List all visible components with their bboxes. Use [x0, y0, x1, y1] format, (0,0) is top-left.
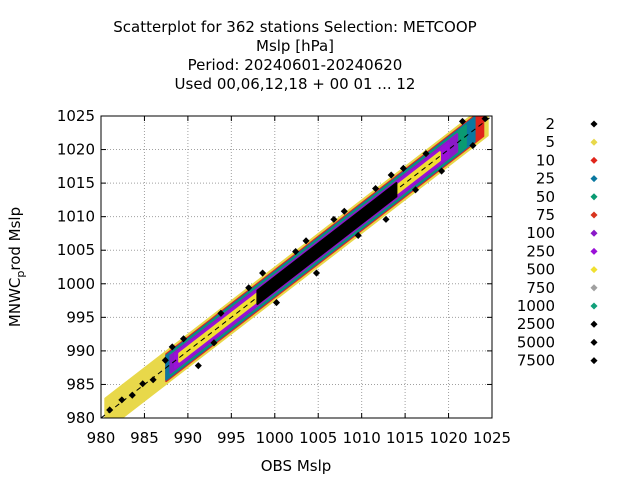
legend-marker	[590, 266, 598, 274]
data-point	[149, 376, 157, 384]
y-axis-label-rest: rod Mslp	[6, 207, 24, 271]
legend-label: 2	[545, 115, 555, 133]
data-point	[128, 391, 136, 399]
legend-marker	[590, 120, 598, 128]
legend-marker	[590, 211, 598, 219]
legend-label: 1000	[517, 297, 555, 315]
x-tick-label: 1000	[256, 429, 294, 447]
data-point	[312, 269, 321, 277]
data-point	[245, 284, 253, 292]
legend-label: 7500	[517, 352, 555, 370]
x-tick-label: 995	[217, 429, 246, 447]
reference-line	[100, 115, 493, 419]
data-point	[139, 380, 147, 388]
x-tick-label: 1025	[473, 429, 511, 447]
legend-label: 750	[526, 279, 555, 297]
data-point	[412, 186, 420, 194]
y-tick-label: 1000	[57, 275, 95, 293]
data-point	[354, 231, 362, 239]
x-tick-label: 1015	[386, 429, 424, 447]
x-tick-label: 1020	[429, 429, 467, 447]
data-point	[272, 299, 281, 307]
axis-ticks: 980 985 990 995 1000 1005 1010 1015 1020 1025 980 9…	[57, 107, 511, 447]
legend-label: 5	[545, 133, 555, 151]
legend-marker	[590, 175, 598, 183]
data-point	[118, 396, 126, 404]
chart-title-line-3: Period: 20240601-20240620	[188, 56, 403, 74]
x-tick-label: 1005	[299, 429, 337, 447]
y-tick-label: 1010	[57, 208, 95, 226]
legend-marker	[590, 338, 598, 346]
data-point	[330, 215, 338, 223]
data-point	[194, 362, 202, 370]
legend-marker	[590, 320, 598, 328]
legend-marker	[590, 247, 598, 255]
data-point	[106, 406, 114, 414]
data-point	[340, 207, 348, 215]
y-tick-label: 1005	[57, 241, 95, 259]
legend-label: 100	[526, 224, 555, 242]
data-point	[372, 184, 380, 193]
x-tick-label: 985	[130, 429, 159, 447]
data-point	[302, 237, 310, 245]
y-tick-label: 1020	[57, 141, 95, 159]
data-point	[292, 248, 300, 256]
y-tick-label: 1015	[57, 174, 95, 192]
x-tick-label: 1010	[343, 429, 381, 447]
legend-label: 5000	[517, 333, 555, 351]
data-point	[217, 309, 225, 317]
legend-marker	[590, 193, 598, 201]
y-tick-label: 990	[66, 342, 95, 360]
data-band	[256, 182, 398, 305]
plot-border	[100, 115, 493, 419]
legend-marker	[590, 229, 598, 237]
legend-label: 50	[536, 188, 555, 206]
data-point	[168, 343, 176, 351]
y-axis-label: MNWCprod Mslp	[6, 207, 27, 327]
data-point	[422, 150, 430, 158]
legend-marker	[590, 302, 598, 310]
y-axis-label-main: MNWC	[6, 278, 24, 327]
data-point	[180, 335, 188, 343]
legend-marker	[590, 138, 598, 146]
legend-marker	[590, 284, 598, 292]
legend-label: 10	[536, 151, 555, 169]
data-point	[387, 171, 395, 179]
data-point	[399, 164, 407, 172]
legend-label: 2500	[517, 315, 555, 333]
data-point	[210, 339, 218, 347]
legend-marker	[590, 357, 598, 365]
x-tick-label: 990	[174, 429, 203, 447]
y-tick-label: 995	[66, 308, 95, 326]
data-point	[469, 141, 477, 150]
x-tick-label: 980	[87, 429, 116, 447]
y-tick-label: 1025	[57, 107, 95, 125]
legend-label: 250	[526, 242, 555, 260]
data-point	[458, 117, 466, 125]
data-point	[259, 269, 267, 277]
chart-title-line-4: Used 00,06,12,18 + 00 01 ... 12	[175, 75, 416, 93]
y-axis-label-subscript: p	[14, 271, 27, 278]
data-point	[161, 356, 169, 364]
data-points	[106, 116, 489, 414]
y-tick-label: 980	[66, 409, 95, 427]
legend-marker	[590, 156, 598, 164]
data-point	[438, 167, 446, 175]
legend-label: 75	[536, 206, 555, 224]
data-point	[382, 215, 390, 223]
legend-label: 25	[536, 170, 555, 188]
y-tick-label: 985	[66, 375, 95, 393]
x-axis-label: OBS Mslp	[261, 457, 332, 475]
chart-title-line-2: Mslp [hPa]	[256, 37, 334, 55]
chart-title-line-1: Scatterplot for 362 stations Selection: …	[113, 18, 476, 36]
legend-label: 500	[526, 261, 555, 279]
